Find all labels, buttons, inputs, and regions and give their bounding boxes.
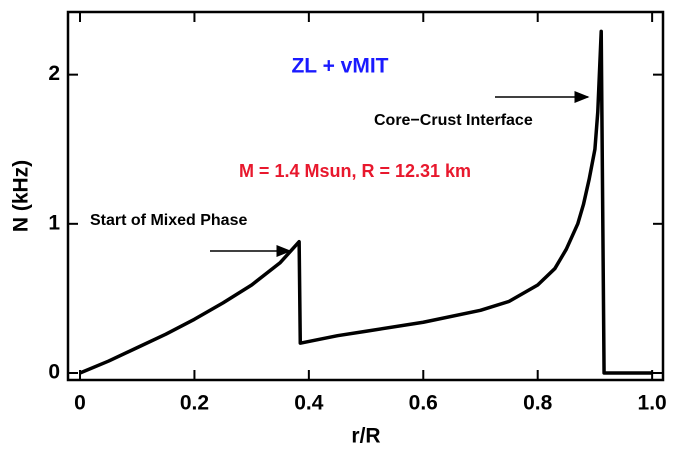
annotation: ZL + vMIT <box>291 55 388 78</box>
y-tick-label: 2 <box>48 62 60 85</box>
annotation: Core−Crust Interface <box>374 112 533 129</box>
y-axis-label: N (kHz) <box>10 160 33 232</box>
x-tick-label: 0.8 <box>523 392 553 415</box>
x-tick-label: 0.6 <box>409 392 438 415</box>
x-tick-label: 0.2 <box>180 392 209 415</box>
annotation: Start of Mixed Phase <box>90 212 247 229</box>
x-axis-label: r/R <box>351 425 380 448</box>
x-tick-label: 0 <box>74 392 86 415</box>
plot-frame <box>66 10 665 382</box>
y-tick-label: 0 <box>48 361 60 384</box>
annotation: M = 1.4 Msun, R = 12.31 km <box>239 161 471 181</box>
y-tick-label: 1 <box>48 211 60 234</box>
line <box>79 29 653 375</box>
x-tick-label: 0.4 <box>294 392 324 415</box>
x-tick-label: 1.0 <box>638 392 667 415</box>
